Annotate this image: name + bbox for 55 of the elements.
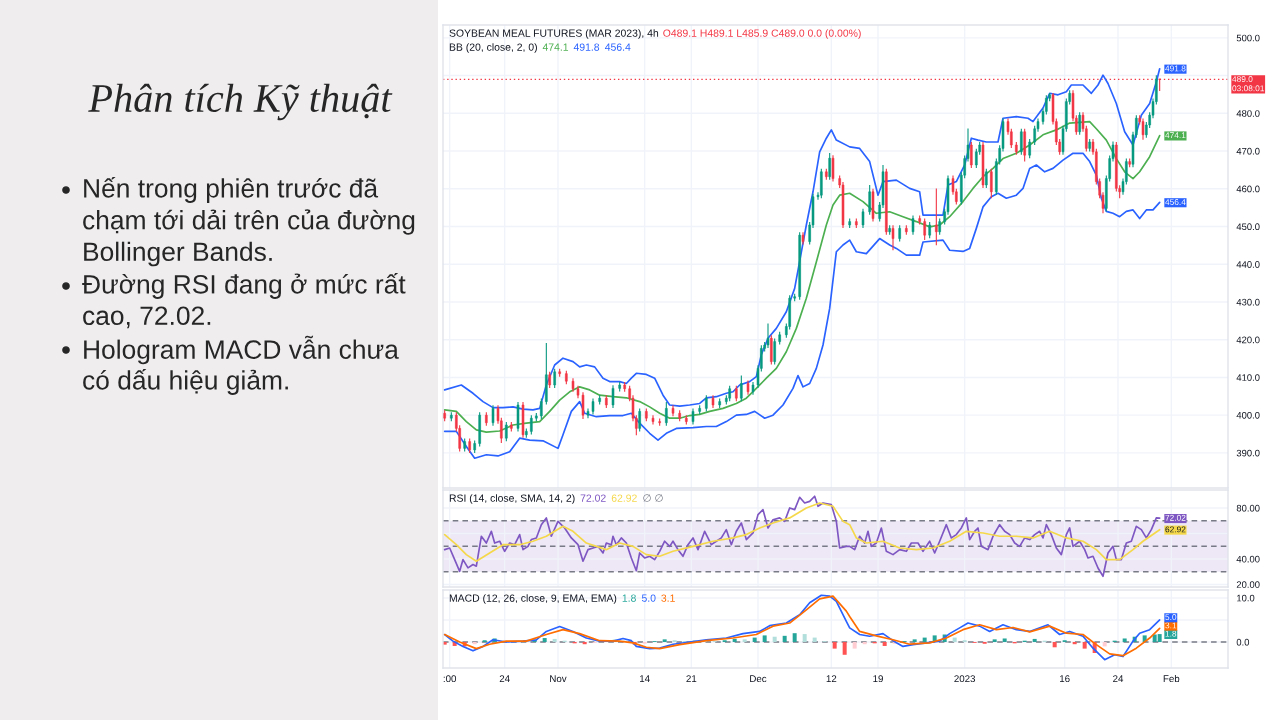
x-tick-label: 21 (686, 675, 697, 682)
text: 72.02 (580, 494, 606, 502)
y-tick-label: 390.0 (1236, 449, 1260, 457)
y-tick-label: 400.0 (1236, 412, 1260, 419)
x-tick-label: Nov (550, 675, 567, 683)
text: 474.1 (542, 43, 569, 51)
y-tick-label: 0.0 (1236, 638, 1250, 646)
chart-title: MACD (12, 26, close, 9, EMA, EMA) (449, 594, 617, 604)
data-label: 3.1 (1165, 622, 1177, 629)
data-label: 456.4 (1165, 199, 1186, 205)
y-tick-label: 500.0 (1236, 34, 1260, 42)
y-tick-label: 480.0 (1236, 110, 1260, 117)
y-tick-label: 410.0 (1236, 374, 1260, 381)
y-tick-label: 450.0 (1236, 223, 1260, 231)
x-tick-label: 16 (1060, 675, 1070, 683)
chart-title: SOYBEAN MEAL FUTURES (MAR 2023), 4h (449, 29, 659, 39)
text: 3.1 (661, 594, 675, 602)
text: Đường RSI đang ở mức rất cao, 72.02. (82, 273, 406, 329)
y-tick-label: 80.00 (1236, 504, 1260, 512)
text: BB (20, close, 2, 0) (449, 43, 537, 53)
text: Nến trong phiên trước đã chạm tới dải trên của đường Bollinger Bands. (83, 177, 415, 267)
x-tick-label: Dec (750, 675, 767, 683)
annotation: ∅ ∅ (643, 494, 663, 502)
text: 5.0 (641, 594, 656, 602)
x-tick-label: 12 (826, 675, 837, 682)
text: Hologram MACD vẫn chưa có dấu hiệu giảm. (83, 335, 399, 395)
text: 491.8 (573, 43, 600, 51)
text: 1.8 (622, 594, 636, 602)
x-tick-label: :00 (443, 675, 457, 683)
x-tick-label: 19 (873, 675, 883, 683)
chart-title: RSI (14, close, SMA, 14, 2) (449, 494, 575, 504)
data-label: 72.02 (1165, 514, 1186, 521)
data-label: 62.92 (1165, 526, 1186, 533)
x-tick-label: 24 (499, 675, 510, 682)
data-label: 491.8 (1165, 65, 1186, 72)
text: Phân tích Kỹ thuật (88, 83, 393, 121)
annotation: 1.8 (1165, 630, 1177, 637)
y-tick-label: 420.0 (1236, 336, 1260, 344)
y-tick-label: 10.0 (1237, 594, 1255, 602)
text: 456.4 (604, 43, 631, 51)
x-tick-label: 14 (640, 675, 650, 682)
x-tick-label: Feb (1163, 674, 1180, 683)
ref-line-label: 489.0 03:08:01 (1232, 76, 1265, 92)
y-tick-label: 460.0 (1236, 185, 1260, 193)
y-tick-label: 470.0 (1236, 147, 1260, 155)
x-tick-label: 2023 (954, 675, 976, 683)
data-label: 5.0 (1165, 614, 1177, 621)
y-tick-label: 440.0 (1236, 261, 1260, 268)
y-tick-label: 20.00 (1236, 581, 1260, 588)
annotation: O489.1 H489.1 L485.9 C489.0 0.0 (0.00%) (663, 29, 861, 39)
text: 62.92 (611, 494, 637, 502)
data-label: 474.1 (1165, 132, 1186, 139)
x-tick-label: 24 (1113, 675, 1124, 682)
y-tick-label: 40.00 (1236, 555, 1260, 563)
y-tick-label: 430.0 (1236, 298, 1260, 306)
